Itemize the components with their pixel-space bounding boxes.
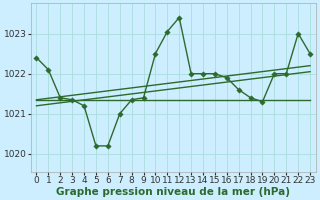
X-axis label: Graphe pression niveau de la mer (hPa): Graphe pression niveau de la mer (hPa) <box>56 187 290 197</box>
